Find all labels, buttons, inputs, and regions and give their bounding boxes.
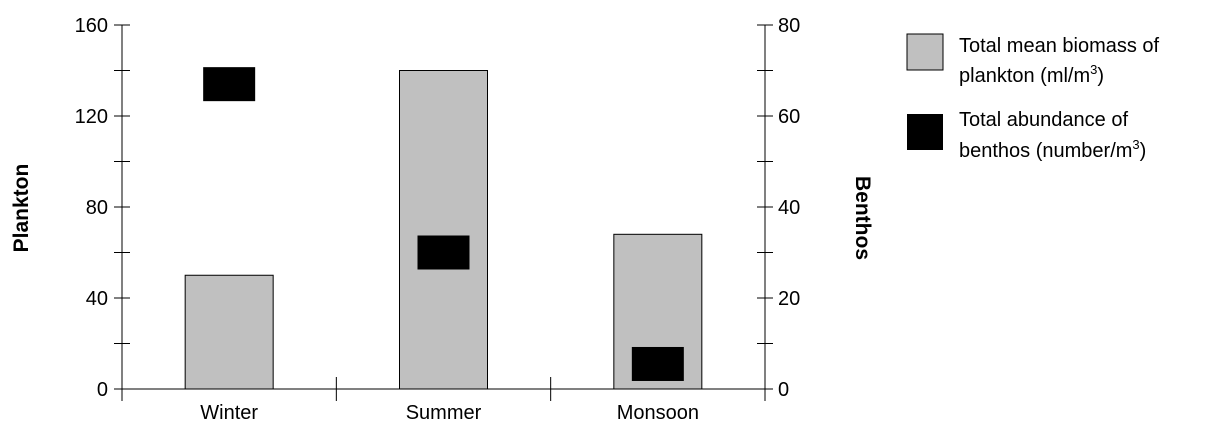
left-tick-label: 80: [86, 197, 108, 219]
benthos-marker: [631, 346, 684, 381]
left-axis-title: Plankton: [10, 164, 33, 253]
x-tick-label: Summer: [406, 402, 482, 424]
right-axis: 0 20 40 60 80: [757, 15, 800, 401]
x-tick-label: Winter: [200, 402, 258, 424]
right-axis-title: Benthos: [851, 176, 874, 260]
left-axis: 0 40 80 120 160: [75, 15, 130, 401]
x-axis: Winter Summer Monsoon: [121, 377, 766, 424]
legend-label-benthos-line2: benthos (number/m3): [959, 137, 1146, 162]
legend-swatch-plankton: [906, 33, 944, 71]
benthos-marker: [417, 235, 470, 270]
plankton-bars: [184, 70, 703, 390]
left-tick-label: 40: [86, 288, 108, 310]
right-tick-label: 40: [778, 197, 800, 219]
right-tick-label: 0: [778, 379, 789, 401]
left-tick-label: 0: [97, 379, 108, 401]
legend-swatch-benthos: [907, 114, 943, 150]
right-tick-label: 60: [778, 106, 800, 128]
legend-label-plankton-line1: Total mean biomass of: [959, 35, 1160, 57]
right-tick-label: 80: [778, 15, 800, 37]
legend: Total mean biomass of plankton (ml/m3) T…: [906, 33, 1160, 162]
left-tick-label: 120: [75, 106, 108, 128]
benthos-marker: [203, 67, 256, 102]
benthos-markers: [203, 67, 684, 381]
plankton-bar: [184, 274, 274, 390]
x-tick-label: Monsoon: [617, 402, 699, 424]
legend-label-benthos-line1: Total abundance of: [959, 109, 1128, 131]
plankton-bar: [399, 70, 488, 390]
left-tick-label: 160: [75, 15, 108, 37]
right-tick-label: 20: [778, 288, 800, 310]
legend-label-plankton-line2: plankton (ml/m3): [959, 62, 1104, 87]
